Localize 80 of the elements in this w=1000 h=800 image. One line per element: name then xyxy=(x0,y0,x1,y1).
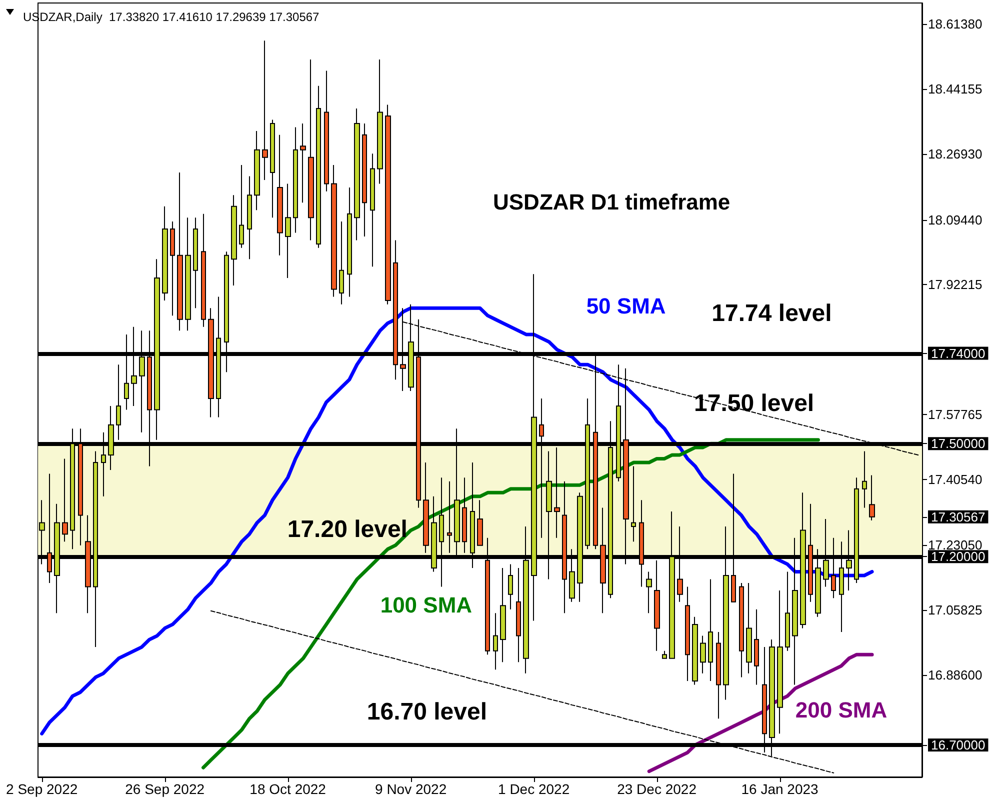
ref-line-label: 16.70 level xyxy=(366,698,488,726)
y-tick-label: 17.74000 xyxy=(931,346,986,361)
series-label: 50 SMA xyxy=(586,294,666,319)
y-tick-label: 17.40540 xyxy=(928,472,982,487)
candlestick xyxy=(239,164,244,248)
x-tick-label: 18 Oct 2022 xyxy=(250,781,326,797)
candlestick xyxy=(869,474,875,521)
y-tick-label: 17.92215 xyxy=(928,277,982,292)
y-tick-label: 17.05825 xyxy=(928,602,982,618)
candlestick xyxy=(685,586,690,682)
ref-line-label: 17.20 level xyxy=(287,516,408,544)
candlestick xyxy=(308,58,314,241)
candlestick xyxy=(785,571,790,652)
candlestick xyxy=(447,480,452,554)
candlestick xyxy=(716,631,721,720)
candlestick xyxy=(116,364,121,440)
y-tick-label: 18.09440 xyxy=(928,212,982,228)
y-tick-label: 16.88600 xyxy=(928,667,982,682)
candlestick xyxy=(462,477,467,554)
y-tick-label: 17.20000 xyxy=(931,549,986,564)
series-label: 100 SMA xyxy=(380,592,472,618)
candlestick xyxy=(331,164,337,298)
candlestick xyxy=(754,608,759,686)
y-tick-label: 17.57765 xyxy=(928,406,982,422)
candlestick xyxy=(300,123,306,204)
candlestick xyxy=(162,206,168,302)
candlestick xyxy=(193,217,198,309)
candlestick xyxy=(385,104,391,305)
x-tick-label: 26 Sep 2022 xyxy=(125,781,205,797)
candlestick xyxy=(339,220,344,305)
candlestick xyxy=(370,153,375,268)
candlestick xyxy=(177,172,183,332)
candlestick xyxy=(662,650,667,659)
y-tick-label: 18.61380 xyxy=(928,16,982,32)
candlestick xyxy=(185,217,191,332)
candlestick xyxy=(739,582,744,678)
x-tick-label: 2 Sep 2022 xyxy=(6,781,78,797)
candlestick xyxy=(170,220,175,316)
candlestick xyxy=(700,635,706,674)
candlestick xyxy=(500,567,506,663)
candlestick xyxy=(262,40,268,181)
y-tick-label: 17.30567 xyxy=(931,509,986,524)
x-tick-label: 1 Dec 2022 xyxy=(498,781,570,797)
candlestick xyxy=(508,564,513,610)
candlestick xyxy=(324,70,329,192)
candlestick xyxy=(293,126,298,234)
candlestick xyxy=(477,500,483,546)
candlestick xyxy=(646,571,652,614)
candlestick xyxy=(692,616,698,686)
candlestick xyxy=(254,130,260,211)
candlestick xyxy=(746,582,752,674)
candlestick xyxy=(277,134,283,256)
candlestick xyxy=(631,466,636,542)
candlestick xyxy=(62,458,68,542)
ref-line-label: 17.74 level xyxy=(712,300,832,327)
candlestick xyxy=(285,183,291,278)
y-tick-label: 18.44155 xyxy=(928,82,982,97)
x-tick-label: 16 Jan 2023 xyxy=(741,781,819,797)
y-tick-label: 18.26930 xyxy=(928,146,982,162)
candlestick xyxy=(493,612,498,670)
candlestick xyxy=(347,187,352,298)
candlestick xyxy=(231,194,237,286)
x-tick-label: 23 Dec 2022 xyxy=(617,781,697,797)
y-tick-label: 16.70000 xyxy=(931,737,986,752)
candlestick xyxy=(423,462,429,554)
candlestick xyxy=(362,123,367,238)
candlestick xyxy=(516,567,521,663)
x-tick-label: 9 Nov 2022 xyxy=(375,781,447,797)
candlestick xyxy=(270,119,275,218)
candlestick xyxy=(316,85,321,248)
text: USDZAR D1 timeframe xyxy=(493,190,730,214)
candlestick xyxy=(354,108,360,241)
series-label: 200 SMA xyxy=(795,697,888,722)
candlestick xyxy=(708,578,713,682)
candlestick xyxy=(377,58,383,184)
candlestick xyxy=(862,450,867,508)
candlestick xyxy=(201,213,206,328)
y-tick-label: 17.50000 xyxy=(931,436,986,452)
candlestick xyxy=(777,590,783,734)
candlestick xyxy=(247,176,252,260)
